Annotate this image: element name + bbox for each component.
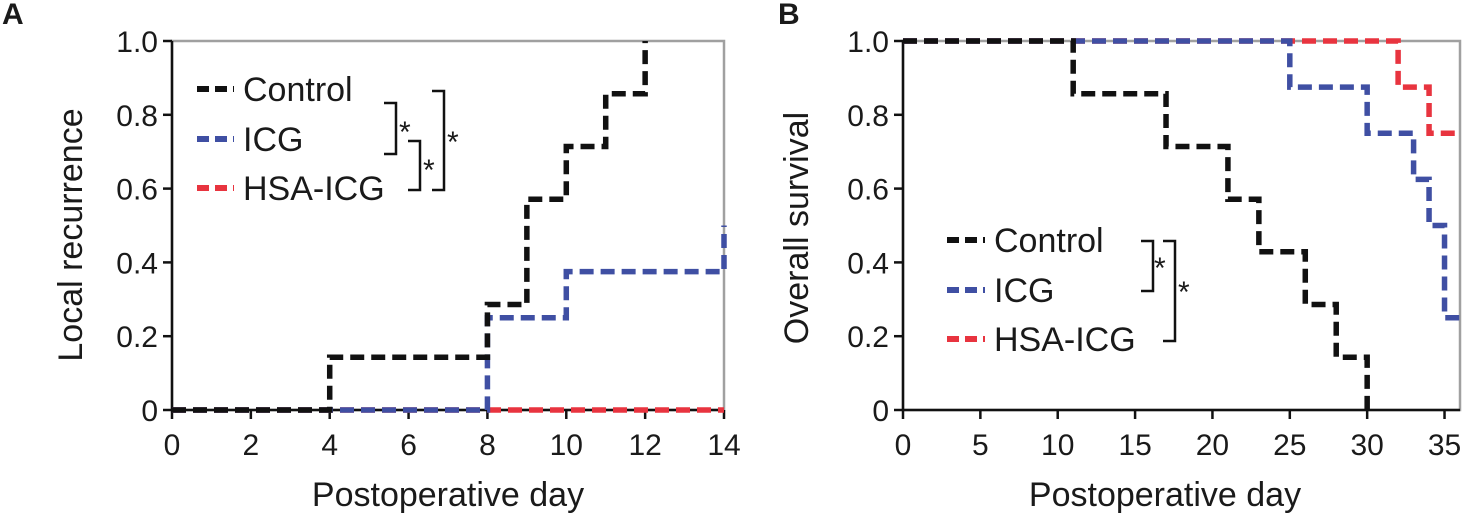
x-axis-title: Postoperative day (1029, 476, 1301, 514)
legend-label-icg: ICG (994, 272, 1054, 310)
series-line-control (903, 38, 1370, 410)
significance-brackets: * * * (384, 89, 459, 192)
x-tick-label: 35 (1428, 429, 1461, 462)
y-tick-label: 0 (872, 395, 889, 428)
y-axis-title: Local recurrence (52, 108, 90, 361)
x-tick-label: 0 (895, 429, 912, 462)
x-tick-label: 10 (1041, 429, 1074, 462)
x-tick-label: 8 (479, 429, 496, 462)
panel-b: B 0 5 10 15 20 25 30 35 0 0.2 0.4 0.6 0.8 1.0 Postope… (778, 0, 1462, 514)
legend-label-control: Control (994, 222, 1104, 260)
y-tick-label: 0.8 (116, 100, 158, 133)
x-tick-label: 10 (550, 429, 583, 462)
series-line-control (172, 41, 648, 413)
x-tick-label: 20 (1196, 429, 1229, 462)
legend-label-control: Control (243, 71, 353, 109)
sig-star-control-hsa: * (447, 126, 459, 159)
x-tick-label: 14 (707, 429, 740, 462)
x-tick-label: 5 (972, 429, 989, 462)
y-tick-label: 1.0 (116, 26, 158, 59)
x-tick-label: 15 (1118, 429, 1151, 462)
sig-star-control-hsa: * (1178, 276, 1190, 309)
sig-star-control-icg: * (1154, 252, 1166, 285)
x-tick-label: 25 (1273, 429, 1306, 462)
legend: Control ICG HSA-ICG (197, 71, 385, 208)
significance-brackets: * * (1141, 239, 1190, 343)
bracket-icg-hsa (408, 139, 422, 192)
legend-label-icg: ICG (243, 121, 303, 159)
legend-label-hsa-icg: HSA-ICG (243, 170, 385, 208)
panel-letter-b: B (778, 0, 800, 31)
x-tick-label: 0 (164, 429, 181, 462)
y-tick-label: 0.8 (847, 100, 889, 133)
y-tick-label: 0 (141, 395, 158, 428)
series-group (172, 41, 727, 413)
y-axis-title: Overall survival (778, 112, 816, 344)
y-tick-label: 0.2 (847, 321, 889, 354)
y-tick-label: 0.2 (116, 321, 158, 354)
x-tick-label: 30 (1350, 429, 1383, 462)
plot-frame (901, 39, 1462, 412)
x-axis-title: Postoperative day (312, 476, 584, 514)
x-tick-label: 6 (400, 429, 417, 462)
x-tick-label: 4 (321, 429, 338, 462)
sig-star-icg-hsa: * (423, 154, 435, 187)
panel-letter-a: A (2, 0, 24, 31)
series-line-icg (903, 38, 1460, 321)
bracket-control-icg (384, 101, 398, 156)
legend-label-hsa-icg: HSA-ICG (994, 321, 1136, 359)
series-line-icg (172, 225, 727, 413)
tick-group: 0 5 10 15 20 25 30 35 0 0.2 0.4 0.6 0.8 1.0 (847, 26, 1461, 462)
series-group (903, 38, 1460, 410)
x-tick-label: 12 (628, 429, 661, 462)
bracket-control-hsa (432, 89, 446, 192)
tick-group: 0 2 4 6 8 10 12 14 0 0.2 0.4 0.6 0.8 1.0 (116, 26, 740, 462)
y-tick-label: 1.0 (847, 26, 889, 59)
panel-a: A 0 2 4 6 8 10 12 14 0 0.2 0.4 0.6 0.8 1.0 Postoperat… (2, 0, 741, 514)
bracket-control-hsa (1163, 239, 1177, 343)
sig-star-control-icg: * (399, 116, 411, 149)
y-tick-label: 0.6 (116, 174, 158, 207)
x-tick-label: 2 (243, 429, 260, 462)
series-line-hsa-icg (903, 38, 1460, 136)
y-tick-label: 0.6 (847, 174, 889, 207)
y-tick-label: 0.4 (116, 247, 158, 280)
y-tick-label: 0.4 (847, 247, 889, 280)
bracket-control-icg (1141, 239, 1155, 293)
legend: Control ICG HSA-ICG (947, 222, 1136, 359)
